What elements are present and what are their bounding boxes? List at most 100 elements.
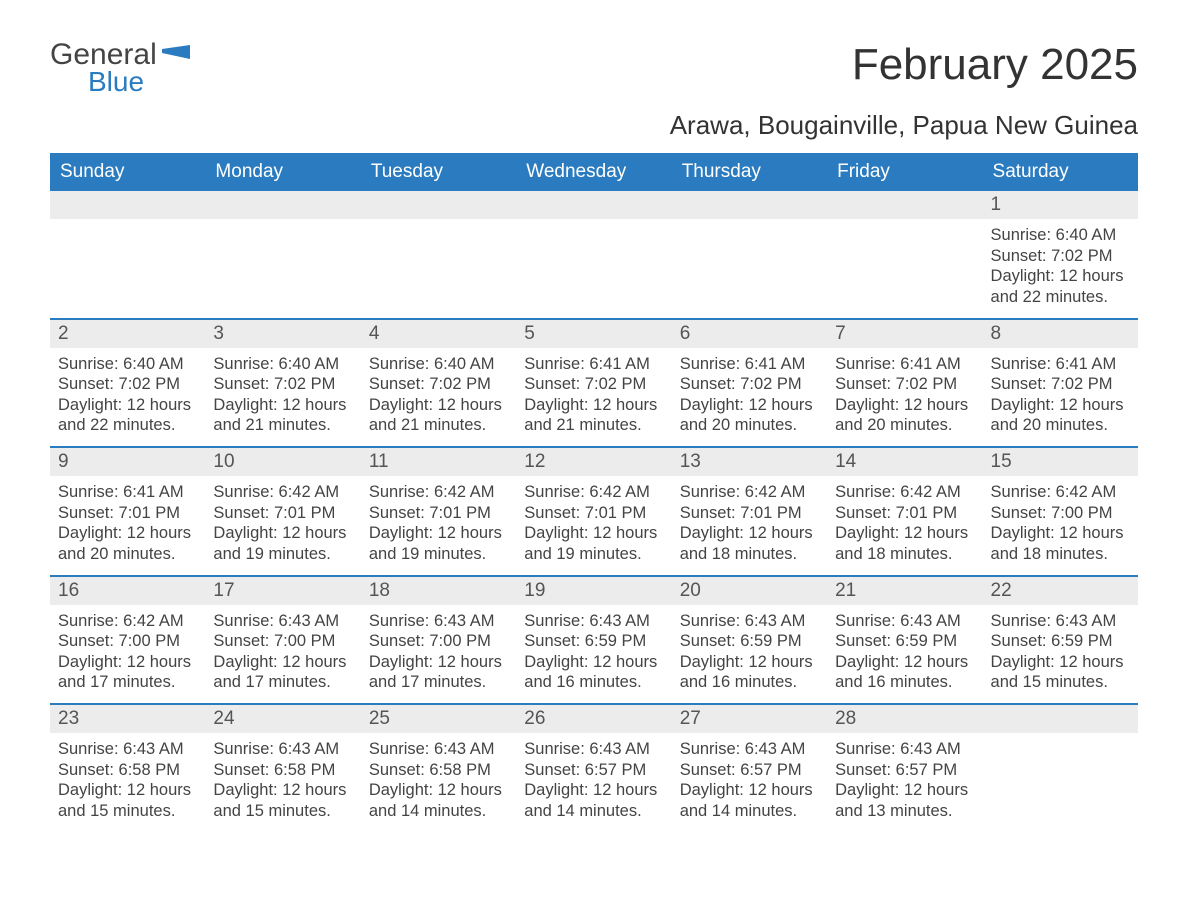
sunset-line: Sunset: 7:00 PM [991,503,1130,524]
empty-day-header [983,705,1138,733]
calendar-day-cell [50,191,205,318]
day-number: 27 [672,705,827,733]
day-number: 26 [516,705,671,733]
calendar-day-cell: 8Sunrise: 6:41 AMSunset: 7:02 PMDaylight… [983,320,1138,447]
daylight-line: Daylight: 12 hours and 14 minutes. [369,780,508,821]
sunrise-line: Sunrise: 6:43 AM [680,611,819,632]
day-info: Sunrise: 6:43 AMSunset: 6:58 PMDaylight:… [50,733,205,832]
sunrise-line: Sunrise: 6:41 AM [991,354,1130,375]
calendar-day-cell: 18Sunrise: 6:43 AMSunset: 7:00 PMDayligh… [361,577,516,704]
sunrise-line: Sunrise: 6:43 AM [680,739,819,760]
day-info: Sunrise: 6:43 AMSunset: 6:59 PMDaylight:… [983,605,1138,704]
daylight-line: Daylight: 12 hours and 21 minutes. [213,395,352,436]
day-number: 22 [983,577,1138,605]
daylight-line: Daylight: 12 hours and 20 minutes. [58,523,197,564]
sunset-line: Sunset: 7:01 PM [680,503,819,524]
sunrise-line: Sunrise: 6:42 AM [524,482,663,503]
daylight-line: Daylight: 12 hours and 18 minutes. [991,523,1130,564]
calendar-day-cell: 7Sunrise: 6:41 AMSunset: 7:02 PMDaylight… [827,320,982,447]
sunrise-line: Sunrise: 6:43 AM [524,611,663,632]
day-number: 1 [983,191,1138,219]
day-info: Sunrise: 6:40 AMSunset: 7:02 PMDaylight:… [361,348,516,447]
day-info: Sunrise: 6:42 AMSunset: 7:01 PMDaylight:… [672,476,827,575]
calendar-day-cell: 2Sunrise: 6:40 AMSunset: 7:02 PMDaylight… [50,320,205,447]
daylight-line: Daylight: 12 hours and 16 minutes. [524,652,663,693]
day-number: 10 [205,448,360,476]
calendar-day-cell: 17Sunrise: 6:43 AMSunset: 7:00 PMDayligh… [205,577,360,704]
calendar-day-cell: 12Sunrise: 6:42 AMSunset: 7:01 PMDayligh… [516,448,671,575]
day-number: 25 [361,705,516,733]
day-info: Sunrise: 6:41 AMSunset: 7:02 PMDaylight:… [983,348,1138,447]
sunrise-line: Sunrise: 6:40 AM [58,354,197,375]
dow-header-cell: Friday [827,153,982,191]
sunrise-line: Sunrise: 6:43 AM [369,611,508,632]
sunset-line: Sunset: 7:01 PM [524,503,663,524]
day-info: Sunrise: 6:40 AMSunset: 7:02 PMDaylight:… [50,348,205,447]
sunrise-line: Sunrise: 6:42 AM [991,482,1130,503]
daylight-line: Daylight: 12 hours and 15 minutes. [991,652,1130,693]
day-info: Sunrise: 6:42 AMSunset: 7:01 PMDaylight:… [516,476,671,575]
dow-header-cell: Monday [205,153,360,191]
day-number: 4 [361,320,516,348]
empty-day-header [205,191,360,219]
sunset-line: Sunset: 6:57 PM [835,760,974,781]
sunset-line: Sunset: 7:00 PM [58,631,197,652]
sunset-line: Sunset: 7:01 PM [213,503,352,524]
page-title: February 2025 [670,40,1138,90]
sunset-line: Sunset: 7:02 PM [991,374,1130,395]
calendar-week: 16Sunrise: 6:42 AMSunset: 7:00 PMDayligh… [50,575,1138,704]
sunrise-line: Sunrise: 6:40 AM [991,225,1130,246]
daylight-line: Daylight: 12 hours and 21 minutes. [369,395,508,436]
day-number: 20 [672,577,827,605]
calendar-day-cell: 13Sunrise: 6:42 AMSunset: 7:01 PMDayligh… [672,448,827,575]
day-info: Sunrise: 6:40 AMSunset: 7:02 PMDaylight:… [205,348,360,447]
dow-header-cell: Wednesday [516,153,671,191]
empty-day-header [672,191,827,219]
day-info: Sunrise: 6:43 AMSunset: 6:57 PMDaylight:… [672,733,827,832]
calendar-day-cell: 6Sunrise: 6:41 AMSunset: 7:02 PMDaylight… [672,320,827,447]
sunrise-line: Sunrise: 6:43 AM [369,739,508,760]
daylight-line: Daylight: 12 hours and 18 minutes. [680,523,819,564]
day-number: 2 [50,320,205,348]
dow-header-cell: Saturday [983,153,1138,191]
logo-flag-icon [162,45,190,67]
day-number: 15 [983,448,1138,476]
empty-day-header [50,191,205,219]
calendar-day-cell: 15 Sunrise: 6:42 AMSunset: 7:00 PMDayligh… [983,448,1138,575]
daylight-line: Daylight: 12 hours and 14 minutes. [680,780,819,821]
dow-header-cell: Sunday [50,153,205,191]
calendar-day-cell: 27Sunrise: 6:43 AMSunset: 6:57 PMDayligh… [672,705,827,832]
sunrise-line: Sunrise: 6:43 AM [213,739,352,760]
sunset-line: Sunset: 7:02 PM [369,374,508,395]
title-block: February 2025 Arawa, Bougainville, Papua… [670,40,1138,141]
sunrise-line: Sunrise: 6:43 AM [835,611,974,632]
calendar-day-cell: 10Sunrise: 6:42 AMSunset: 7:01 PMDayligh… [205,448,360,575]
calendar-day-cell: 20Sunrise: 6:43 AMSunset: 6:59 PMDayligh… [672,577,827,704]
daylight-line: Daylight: 12 hours and 21 minutes. [524,395,663,436]
day-info: Sunrise: 6:43 AMSunset: 6:57 PMDaylight:… [827,733,982,832]
sunset-line: Sunset: 7:02 PM [835,374,974,395]
daylight-line: Daylight: 12 hours and 15 minutes. [213,780,352,821]
day-info: Sunrise: 6:43 AMSunset: 6:59 PMDaylight:… [672,605,827,704]
calendar-day-cell: 11Sunrise: 6:42 AMSunset: 7:01 PMDayligh… [361,448,516,575]
sunrise-line: Sunrise: 6:43 AM [524,739,663,760]
calendar-day-cell: 24Sunrise: 6:43 AMSunset: 6:58 PMDayligh… [205,705,360,832]
day-number: 23 [50,705,205,733]
calendar-day-cell [205,191,360,318]
sunrise-line: Sunrise: 6:42 AM [835,482,974,503]
daylight-line: Daylight: 12 hours and 19 minutes. [369,523,508,564]
daylight-line: Daylight: 12 hours and 19 minutes. [524,523,663,564]
calendar-week: 1Sunrise: 6:40 AMSunset: 7:02 PMDaylight… [50,191,1138,318]
empty-day-header [827,191,982,219]
day-info: Sunrise: 6:43 AMSunset: 7:00 PMDaylight:… [205,605,360,704]
sunrise-line: Sunrise: 6:40 AM [369,354,508,375]
day-number: 7 [827,320,982,348]
dow-header-cell: Thursday [672,153,827,191]
day-info: Sunrise: 6:43 AMSunset: 6:58 PMDaylight:… [205,733,360,832]
calendar-day-cell: 16Sunrise: 6:42 AMSunset: 7:00 PMDayligh… [50,577,205,704]
day-info: Sunrise: 6:43 AMSunset: 6:57 PMDaylight:… [516,733,671,832]
day-info: Sunrise: 6:41 AMSunset: 7:02 PMDaylight:… [672,348,827,447]
empty-day-header [516,191,671,219]
day-info: Sunrise: 6:41 AMSunset: 7:02 PMDaylight:… [516,348,671,447]
sunset-line: Sunset: 6:58 PM [58,760,197,781]
